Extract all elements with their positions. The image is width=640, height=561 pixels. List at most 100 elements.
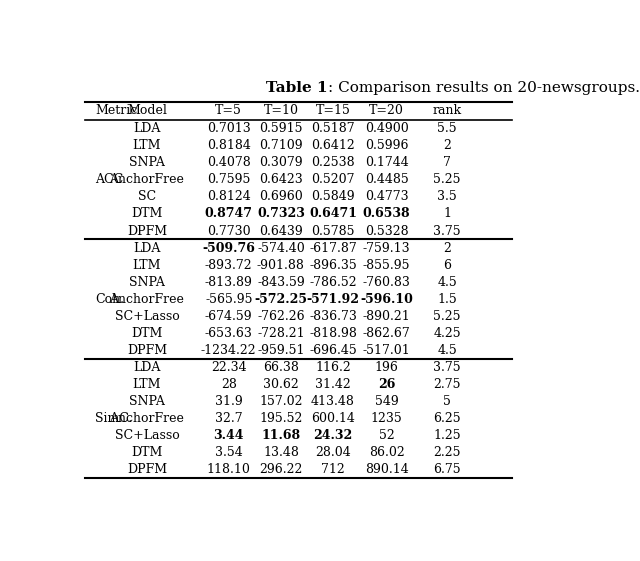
Text: 30.62: 30.62 <box>263 378 299 391</box>
Text: LTM: LTM <box>132 378 161 391</box>
Text: 3.5: 3.5 <box>437 190 457 204</box>
Text: -890.21: -890.21 <box>363 310 410 323</box>
Text: 3.75: 3.75 <box>433 224 461 237</box>
Text: 890.14: 890.14 <box>365 463 408 476</box>
Text: : Comparison results on 20-newsgroups.: : Comparison results on 20-newsgroups. <box>328 81 640 95</box>
Text: 4.5: 4.5 <box>437 344 457 357</box>
Text: 195.52: 195.52 <box>259 412 303 425</box>
Text: SC+Lasso: SC+Lasso <box>115 429 179 442</box>
Text: 0.8124: 0.8124 <box>207 190 251 204</box>
Text: LTM: LTM <box>132 259 161 272</box>
Text: -696.45: -696.45 <box>309 344 357 357</box>
Text: 86.02: 86.02 <box>369 447 404 459</box>
Text: 0.6423: 0.6423 <box>259 173 303 186</box>
Text: 0.7595: 0.7595 <box>207 173 250 186</box>
Text: 2: 2 <box>443 242 451 255</box>
Text: 7: 7 <box>443 157 451 169</box>
Text: 0.3079: 0.3079 <box>259 157 303 169</box>
Text: T=10: T=10 <box>264 104 298 117</box>
Text: AnchorFree: AnchorFree <box>109 293 184 306</box>
Text: 0.7109: 0.7109 <box>259 139 303 152</box>
Text: 1.5: 1.5 <box>437 293 457 306</box>
Text: DTM: DTM <box>131 208 163 220</box>
Text: 31.9: 31.9 <box>215 395 243 408</box>
Text: 0.4900: 0.4900 <box>365 122 408 135</box>
Text: LTM: LTM <box>132 139 161 152</box>
Text: 0.8184: 0.8184 <box>207 139 251 152</box>
Text: LDA: LDA <box>133 242 161 255</box>
Text: SimC.: SimC. <box>95 412 132 425</box>
Text: rank: rank <box>433 104 461 117</box>
Text: 6.75: 6.75 <box>433 463 461 476</box>
Text: 28.04: 28.04 <box>315 447 351 459</box>
Text: -896.35: -896.35 <box>309 259 357 272</box>
Text: -855.95: -855.95 <box>363 259 410 272</box>
Text: 118.10: 118.10 <box>207 463 251 476</box>
Text: SC+Lasso: SC+Lasso <box>115 310 179 323</box>
Text: 0.7730: 0.7730 <box>207 224 251 237</box>
Text: 11.68: 11.68 <box>261 429 300 442</box>
Text: 196: 196 <box>374 361 399 374</box>
Text: 6: 6 <box>443 259 451 272</box>
Text: -1234.22: -1234.22 <box>201 344 257 357</box>
Text: 0.1744: 0.1744 <box>365 157 408 169</box>
Text: 157.02: 157.02 <box>259 395 303 408</box>
Text: 3.75: 3.75 <box>433 361 461 374</box>
Text: 52: 52 <box>379 429 394 442</box>
Text: 26: 26 <box>378 378 396 391</box>
Text: Table 1: Comparison results on 20-newsgroups.: Table 1: Comparison results on 20-newsgr… <box>144 81 512 95</box>
Text: 712: 712 <box>321 463 345 476</box>
Text: -836.73: -836.73 <box>309 310 357 323</box>
Text: DTM: DTM <box>131 447 163 459</box>
Text: LDA: LDA <box>133 361 161 374</box>
Text: DPFM: DPFM <box>127 344 167 357</box>
Text: -574.40: -574.40 <box>257 242 305 255</box>
Text: 2.75: 2.75 <box>433 378 461 391</box>
Text: -759.13: -759.13 <box>363 242 410 255</box>
Text: 0.7013: 0.7013 <box>207 122 251 135</box>
Text: Metric: Metric <box>95 104 137 117</box>
Text: 549: 549 <box>374 395 399 408</box>
Text: DPFM: DPFM <box>127 463 167 476</box>
Text: SNPA: SNPA <box>129 395 165 408</box>
Text: -901.88: -901.88 <box>257 259 305 272</box>
Text: 5.25: 5.25 <box>433 173 461 186</box>
Text: T=15: T=15 <box>316 104 350 117</box>
Text: -762.26: -762.26 <box>257 310 305 323</box>
Text: -813.89: -813.89 <box>205 276 253 289</box>
Text: -862.67: -862.67 <box>363 327 410 340</box>
Text: -728.21: -728.21 <box>257 327 305 340</box>
Text: 24.32: 24.32 <box>314 429 353 442</box>
Text: 2.25: 2.25 <box>433 447 461 459</box>
Text: 413.48: 413.48 <box>311 395 355 408</box>
Text: SC: SC <box>138 190 156 204</box>
Text: Table 1: Table 1 <box>266 81 328 95</box>
Text: -572.25: -572.25 <box>254 293 307 306</box>
Text: Coh.: Coh. <box>95 293 124 306</box>
Text: AnchorFree: AnchorFree <box>109 412 184 425</box>
Text: 0.4078: 0.4078 <box>207 157 251 169</box>
Text: 0.5996: 0.5996 <box>365 139 408 152</box>
Text: -959.51: -959.51 <box>257 344 305 357</box>
Text: 0.4773: 0.4773 <box>365 190 408 204</box>
Text: 0.5849: 0.5849 <box>311 190 355 204</box>
Text: ACC: ACC <box>95 173 123 186</box>
Text: 5.5: 5.5 <box>437 122 457 135</box>
Text: 28: 28 <box>221 378 237 391</box>
Text: 1: 1 <box>443 208 451 220</box>
Text: LDA: LDA <box>133 122 161 135</box>
Text: T=5: T=5 <box>216 104 242 117</box>
Text: 0.2538: 0.2538 <box>311 157 355 169</box>
Text: 0.6412: 0.6412 <box>311 139 355 152</box>
Text: -674.59: -674.59 <box>205 310 253 323</box>
Text: 2: 2 <box>443 139 451 152</box>
Text: -843.59: -843.59 <box>257 276 305 289</box>
Text: 0.6960: 0.6960 <box>259 190 303 204</box>
Text: 13.48: 13.48 <box>263 447 299 459</box>
Text: 22.34: 22.34 <box>211 361 246 374</box>
Text: DTM: DTM <box>131 327 163 340</box>
Text: 4.5: 4.5 <box>437 276 457 289</box>
Text: -760.83: -760.83 <box>363 276 410 289</box>
Text: 31.42: 31.42 <box>315 378 351 391</box>
Text: -653.63: -653.63 <box>205 327 253 340</box>
